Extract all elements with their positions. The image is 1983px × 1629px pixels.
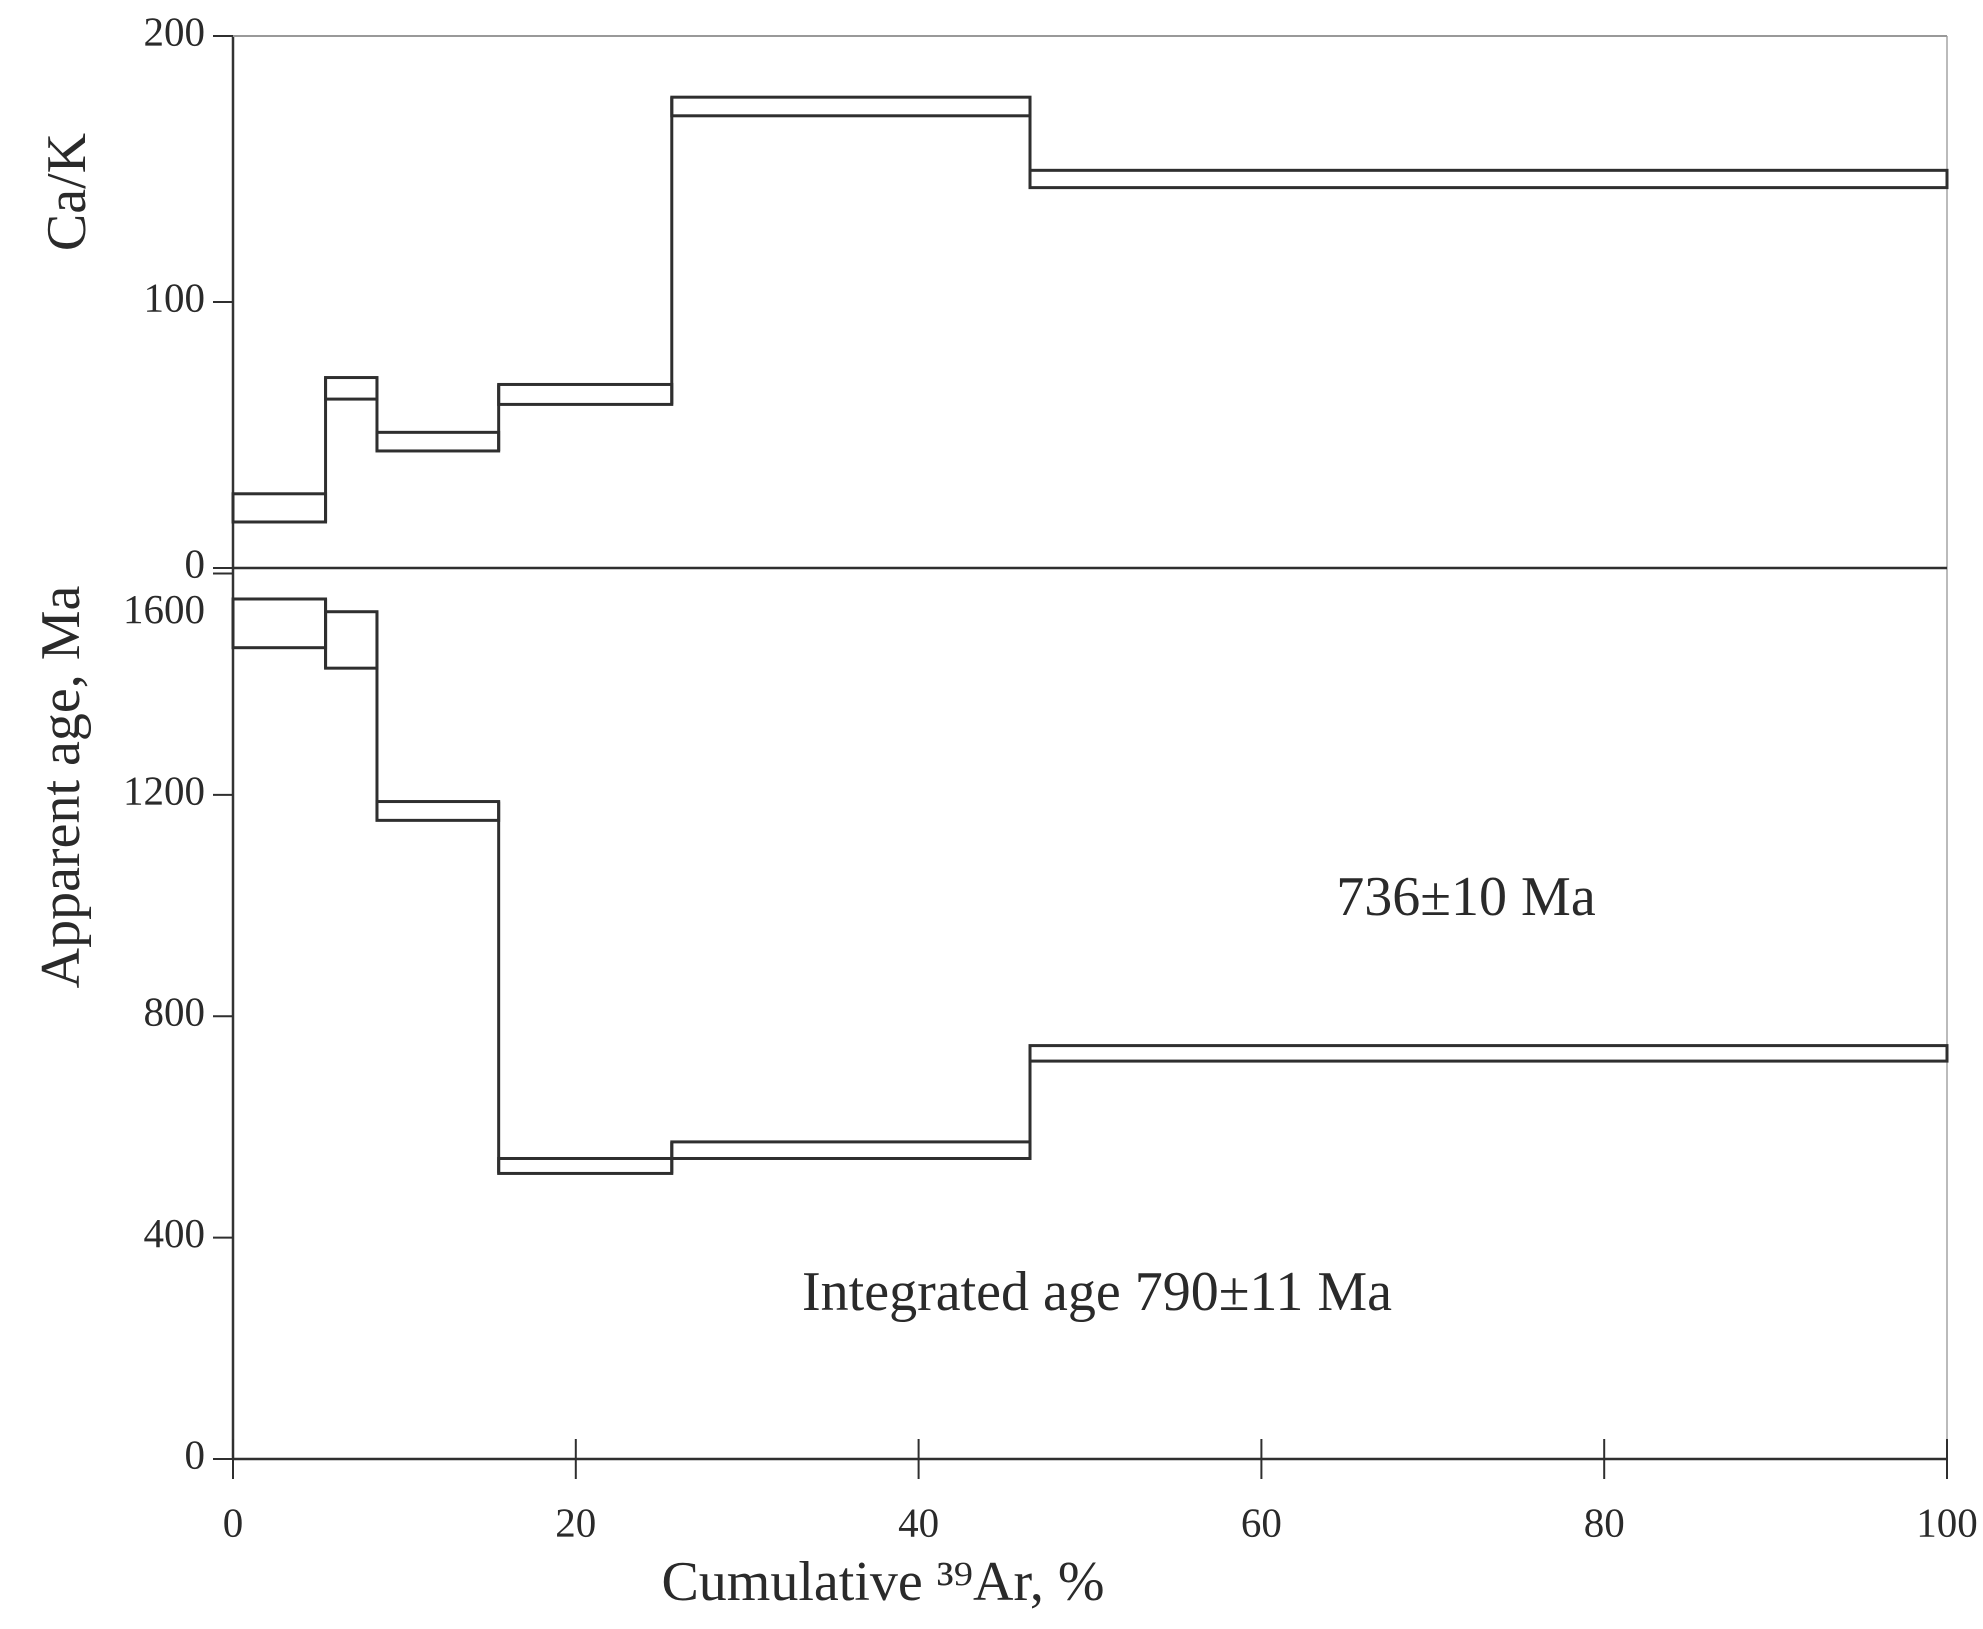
step-range	[231, 492, 328, 524]
step-range	[670, 95, 1032, 118]
y-tick-label: 100	[144, 274, 206, 320]
step-range	[324, 376, 379, 401]
x-tick-label: 20	[555, 1499, 596, 1545]
step-range	[1028, 1044, 1949, 1063]
y-tick-label: 800	[144, 989, 206, 1035]
annotation: 736±10 Ma	[1336, 866, 1596, 928]
step-range	[375, 430, 501, 453]
y-tick-label: 400	[144, 1210, 206, 1256]
step-range	[231, 597, 328, 650]
x-tick-label: 0	[223, 1499, 244, 1545]
y-axis-label: Apparent age, Ma	[30, 585, 92, 988]
x-tick-label: 60	[1241, 1499, 1282, 1545]
y-tick-label: 0	[185, 1431, 206, 1477]
y-axis-label: Ca/K	[36, 133, 98, 251]
step-range	[1028, 168, 1949, 190]
step-range	[324, 610, 379, 670]
x-tick-label: 40	[898, 1499, 939, 1545]
y-tick-label: 200	[144, 8, 206, 54]
x-axis-label: Cumulative ³⁹Ar, %	[661, 1551, 1104, 1613]
y-tick-label: 0	[185, 540, 206, 586]
x-tick-label: 80	[1584, 1499, 1625, 1545]
step-range	[375, 800, 501, 822]
y-tick-label: 1200	[123, 767, 205, 813]
y-tick-label: 1600	[123, 586, 205, 632]
step-range	[497, 1156, 674, 1175]
step-range	[670, 1140, 1032, 1160]
x-tick-label: 100	[1916, 1499, 1978, 1545]
step-range	[497, 382, 674, 406]
annotation: Integrated age 790±11 Ma	[802, 1261, 1392, 1323]
